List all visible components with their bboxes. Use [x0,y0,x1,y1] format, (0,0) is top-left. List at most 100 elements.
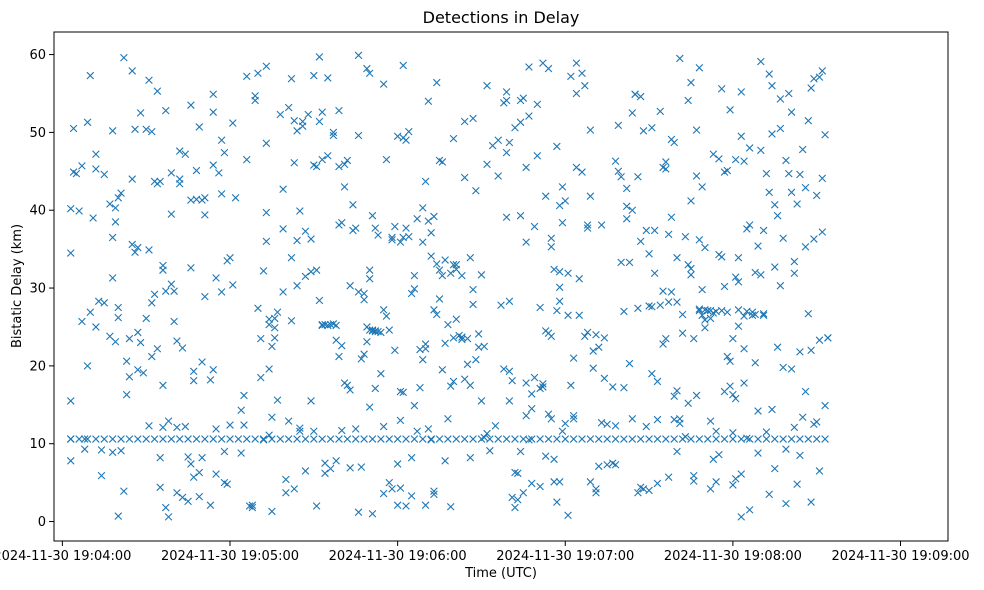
data-point [337,218,346,227]
data-point [125,334,134,343]
data-point [773,343,782,351]
data-point [527,479,536,488]
data-point [256,334,265,343]
data-point [388,236,396,244]
data-point [818,174,827,183]
data-point [801,243,810,251]
data-point [111,218,120,226]
data-point [346,464,354,472]
data-point [368,509,377,518]
data-point [402,435,410,443]
data-point [83,435,92,443]
data-point [237,449,245,457]
data-point [284,435,293,443]
data-point [111,337,120,346]
data-point [215,169,223,177]
y-axis: 0 10 20 30 40 50 60 [29,48,54,530]
data-point [676,54,684,63]
data-point [555,267,564,276]
data-point [745,221,754,229]
data-point [449,334,458,342]
data-point [639,127,648,135]
data-point [131,248,139,257]
data-point [173,488,181,497]
data-point [139,369,148,377]
data-point [737,470,746,478]
data-point [561,419,570,428]
data-point [279,185,287,194]
data-point [262,62,271,71]
data-point [645,486,653,495]
data-point [312,502,321,510]
data-point [189,367,198,376]
data-point [620,435,628,443]
data-point [212,274,220,282]
data-point [78,317,86,326]
data-point [653,377,662,386]
data-point [706,417,715,425]
data-point [396,416,405,425]
data-point [564,269,572,278]
data-point [751,268,760,277]
data-point [382,312,391,320]
data-point [410,285,419,293]
data-point [533,151,542,160]
data-point [413,215,421,223]
data-point [740,379,748,387]
data-point [335,352,343,361]
data-point [569,415,578,423]
data-point [572,163,581,172]
data-point [145,246,153,254]
data-point [354,508,363,516]
data-point [410,435,419,443]
data-point [262,208,271,217]
data-point [153,87,162,95]
data-point [779,435,787,443]
data-point [670,435,679,443]
data-point [525,63,533,71]
data-point [659,287,667,295]
data-point [558,218,567,227]
data-point [743,225,751,233]
data-point [650,269,659,278]
data-point [402,224,410,232]
data-point [773,211,782,220]
data-point [687,78,695,87]
data-point [757,57,765,66]
data-point [500,365,508,373]
data-point [737,132,746,141]
data-point [740,344,748,353]
data-point [391,222,399,231]
data-point [796,435,804,443]
data-point [519,94,528,102]
data-point [301,227,310,236]
data-point [125,372,134,381]
data-point [469,114,477,123]
data-point [100,170,109,179]
data-point [290,116,299,125]
data-point [648,123,656,132]
data-point [622,215,631,223]
data-point [173,337,181,345]
data-point [472,186,480,195]
data-point [268,507,276,516]
data-point [687,271,695,279]
data-point [449,134,458,143]
data-point [729,435,737,443]
x-tick-label: 2024-11-30 19:08:00 [664,549,802,564]
data-point [502,213,511,222]
data-point [508,376,516,385]
data-point [259,267,268,275]
data-point [371,327,380,335]
data-point [729,429,737,437]
data-point [541,452,550,460]
data-point [508,493,516,502]
data-point [762,428,771,436]
data-point [636,237,645,246]
data-point [667,213,676,222]
data-point [80,445,89,453]
data-point [66,435,75,443]
data-point [72,169,81,178]
data-point [153,344,162,353]
data-point [664,230,673,239]
